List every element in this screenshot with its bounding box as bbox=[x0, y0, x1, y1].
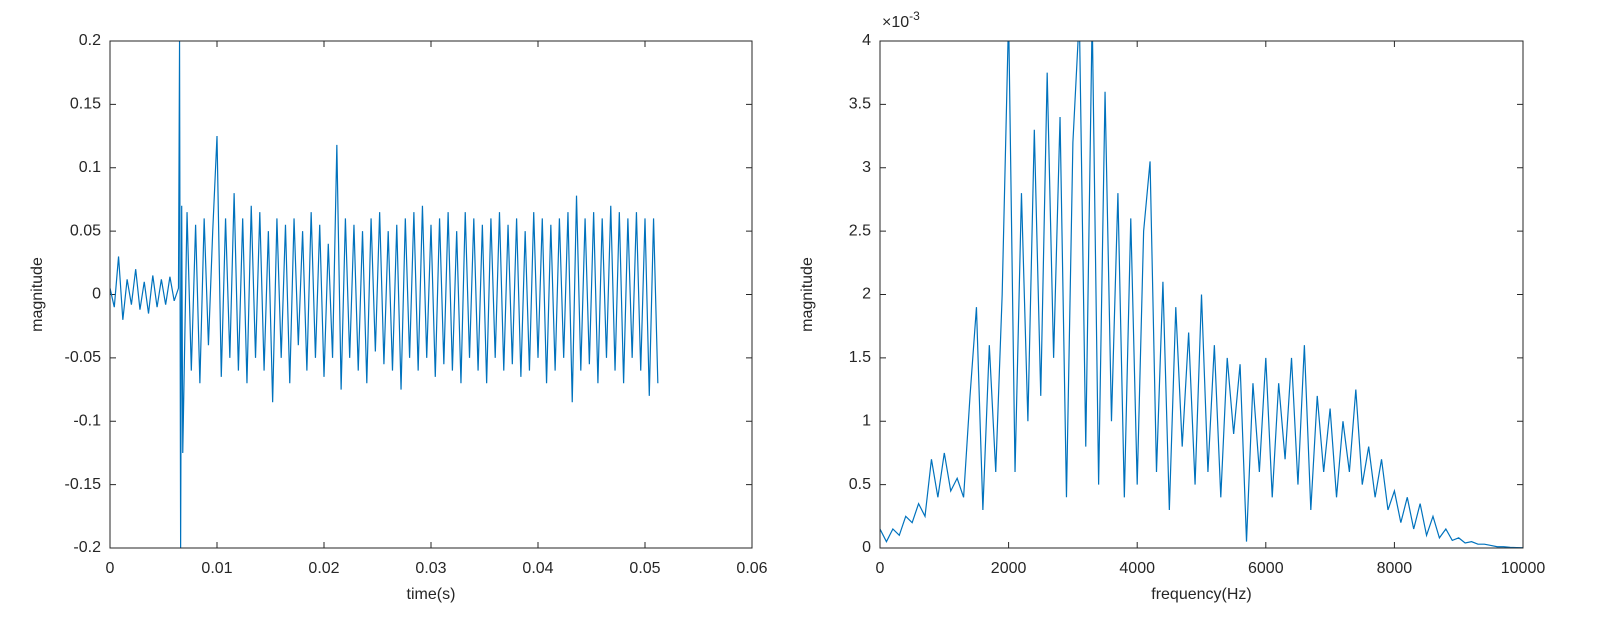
y-scale-exponent: -3 bbox=[909, 9, 920, 23]
y-tick-label: 0.05 bbox=[70, 222, 101, 239]
axes-frame bbox=[109, 40, 753, 549]
x-tick-label: 0 bbox=[876, 560, 885, 577]
x-tick-label: 0.02 bbox=[308, 560, 339, 577]
x-tick-label: 0.05 bbox=[629, 560, 660, 577]
y-scale-label: ×10-3 bbox=[882, 9, 920, 31]
y-tick-label: -0.15 bbox=[65, 476, 102, 493]
x-tick-label: 0.03 bbox=[415, 560, 446, 577]
y-tick-label: -0.2 bbox=[73, 539, 101, 556]
y-tick-label: -0.05 bbox=[65, 349, 102, 366]
y-scale-base: ×10 bbox=[882, 14, 909, 31]
x-tick-label: 10000 bbox=[1501, 560, 1546, 577]
axes-frame bbox=[879, 40, 1524, 549]
y-axis-title: magnitude bbox=[29, 257, 46, 332]
y-tick-label: -0.1 bbox=[73, 412, 101, 429]
y-tick-label: 3.5 bbox=[849, 96, 871, 113]
x-tick-label: 4000 bbox=[1119, 560, 1155, 577]
y-tick-label: 0 bbox=[862, 539, 871, 556]
y-tick-label: 0.2 bbox=[79, 32, 101, 49]
y-tick-label: 3 bbox=[862, 159, 871, 176]
axes: 0 0.01 0.02 0.03 0.04 0.05 0.06 -0.2 -0.15 -0.1 -0… bbox=[29, 32, 767, 603]
x-tick-label: 8000 bbox=[1377, 560, 1413, 577]
x-tick-label: 0.04 bbox=[522, 560, 553, 577]
x-tick-label: 6000 bbox=[1248, 560, 1284, 577]
x-tick-label: 2000 bbox=[991, 560, 1027, 577]
y-tick-label: 0.5 bbox=[849, 476, 871, 493]
y-tick-label: 2.5 bbox=[849, 222, 871, 239]
y-tick-label: 1 bbox=[862, 412, 871, 429]
y-tick-label: 2 bbox=[862, 286, 871, 303]
axes: 0 2000 4000 6000 8000 10000 0 0.5 1 1.5 2 2.5 3 3.5 4 f… bbox=[799, 9, 1545, 603]
x-axis-title: frequency(Hz) bbox=[1151, 586, 1251, 603]
y-axis-title: magnitude bbox=[799, 257, 816, 332]
x-tick-label: 0.06 bbox=[736, 560, 767, 577]
y-tick-label: 0 bbox=[92, 286, 101, 303]
x-axis-title: time(s) bbox=[407, 586, 456, 603]
y-tick-label: 0.1 bbox=[79, 159, 101, 176]
x-tick-label: 0 bbox=[106, 560, 115, 577]
y-tick-label: 1.5 bbox=[849, 349, 871, 366]
x-tick-label: 0.01 bbox=[201, 560, 232, 577]
signal-line bbox=[110, 41, 659, 548]
signal-line bbox=[880, 41, 1523, 548]
y-tick-label: 0.15 bbox=[70, 96, 101, 113]
y-tick-label: 4 bbox=[862, 32, 871, 49]
